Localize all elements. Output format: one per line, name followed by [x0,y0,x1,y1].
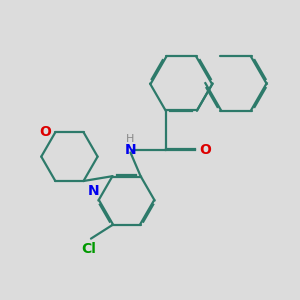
Text: N: N [88,184,100,198]
Text: Cl: Cl [82,242,96,256]
Text: N: N [124,143,136,157]
Text: O: O [39,125,51,139]
Text: O: O [200,143,212,157]
Text: H: H [126,134,135,144]
